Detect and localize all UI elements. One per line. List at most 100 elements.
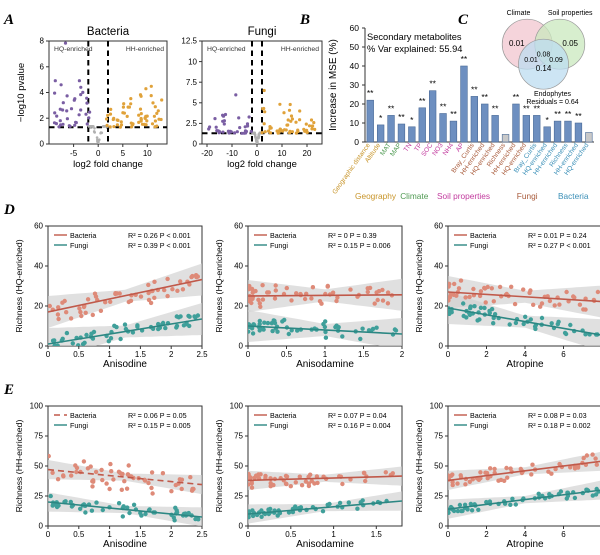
svg-text:R² = 0.16 P = 0.004: R² = 0.16 P = 0.004 <box>328 421 391 430</box>
svg-text:Anisodamine: Anisodamine <box>296 539 354 550</box>
svg-text:NO3: NO3 <box>431 142 445 157</box>
svg-text:20: 20 <box>434 302 443 311</box>
svg-text:5: 5 <box>121 149 126 158</box>
svg-text:100: 100 <box>30 402 44 411</box>
svg-text:**: ** <box>388 103 395 113</box>
svg-text:10: 10 <box>143 149 152 158</box>
svg-text:20: 20 <box>303 149 312 158</box>
svg-text:0: 0 <box>46 530 51 539</box>
svg-text:R² = 0.01 P = 0.24: R² = 0.01 P = 0.24 <box>528 231 587 240</box>
svg-text:Bacteria: Bacteria <box>270 231 296 240</box>
svg-text:2: 2 <box>400 350 405 359</box>
svg-text:% Var explained: 55.94: % Var explained: 55.94 <box>367 44 462 54</box>
svg-text:60: 60 <box>350 23 360 33</box>
svg-text:Bacteria: Bacteria <box>470 231 496 240</box>
svg-text:30: 30 <box>350 80 360 90</box>
svg-text:Bacteria: Bacteria <box>87 26 130 38</box>
svg-text:**: ** <box>461 54 468 64</box>
svg-text:25: 25 <box>234 492 243 501</box>
svg-text:0: 0 <box>246 530 251 539</box>
svg-text:0: 0 <box>239 342 244 351</box>
svg-text:50: 50 <box>234 462 243 471</box>
svg-text:R² = 0.07 P = 0.04: R² = 0.07 P = 0.04 <box>328 411 387 420</box>
svg-text:Soil properties: Soil properties <box>548 10 593 17</box>
svg-text:0: 0 <box>46 350 51 359</box>
svg-text:4: 4 <box>523 530 528 539</box>
svg-text:12.5: 12.5 <box>181 37 197 46</box>
svg-text:Soil properties: Soil properties <box>437 191 490 201</box>
svg-text:0.05: 0.05 <box>562 39 578 48</box>
svg-text:6: 6 <box>561 350 566 359</box>
svg-text:2.5: 2.5 <box>186 119 198 128</box>
svg-text:R² = 0.08 P = 0.03: R² = 0.08 P = 0.03 <box>528 411 587 420</box>
svg-text:Residuals = 0.64: Residuals = 0.64 <box>526 99 578 106</box>
svg-text:6: 6 <box>40 63 45 72</box>
svg-text:25: 25 <box>34 492 43 501</box>
svg-text:Richness (HQ-enriched): Richness (HQ-enriched) <box>214 239 224 332</box>
svg-text:Geography: Geography <box>355 191 397 201</box>
svg-text:Bacteria: Bacteria <box>70 231 96 240</box>
svg-text:7.5: 7.5 <box>186 78 198 87</box>
svg-text:-20: -20 <box>201 149 213 158</box>
svg-text:R² = 0.15 P = 0.005: R² = 0.15 P = 0.005 <box>128 421 191 430</box>
svg-text:1.5: 1.5 <box>358 350 370 359</box>
svg-text:0.5: 0.5 <box>281 350 293 359</box>
svg-text:**: ** <box>398 112 405 122</box>
svg-text:50: 50 <box>350 42 360 52</box>
svg-text:20: 20 <box>234 302 243 311</box>
svg-text:*: * <box>546 115 550 125</box>
svg-text:2.5: 2.5 <box>196 530 208 539</box>
svg-text:Bacteria: Bacteria <box>470 411 496 420</box>
svg-text:**: ** <box>554 109 561 119</box>
svg-text:HH-enriched: HH-enriched <box>281 46 319 53</box>
svg-text:0.01: 0.01 <box>524 57 538 64</box>
svg-text:75: 75 <box>34 432 43 441</box>
svg-text:Endophytes: Endophytes <box>534 91 571 98</box>
svg-text:Richness (HQ-enriched): Richness (HQ-enriched) <box>14 239 24 332</box>
svg-text:2: 2 <box>169 350 174 359</box>
svg-text:Richness (HH-enriched): Richness (HH-enriched) <box>214 420 224 513</box>
svg-text:R² = 0.27 P < 0.001: R² = 0.27 P < 0.001 <box>528 241 591 250</box>
svg-text:100: 100 <box>230 402 244 411</box>
svg-text:0: 0 <box>39 342 44 351</box>
svg-text:0: 0 <box>39 522 44 531</box>
svg-text:R² = 0.39 P < 0.001: R² = 0.39 P < 0.001 <box>128 241 191 250</box>
svg-text:100: 100 <box>430 402 444 411</box>
svg-text:HQ-enriched: HQ-enriched <box>54 46 93 53</box>
svg-text:1: 1 <box>107 350 112 359</box>
svg-text:Bacteria: Bacteria <box>558 191 589 201</box>
svg-text:**: ** <box>481 92 488 102</box>
svg-text:R² = 0 P = 0.39: R² = 0 P = 0.39 <box>328 231 377 240</box>
svg-text:0: 0 <box>193 140 198 149</box>
svg-text:Increase in MSE (%): Increase in MSE (%) <box>328 39 339 131</box>
svg-text:0: 0 <box>40 140 45 149</box>
svg-text:Anisodine: Anisodine <box>103 359 147 370</box>
svg-text:-5: -5 <box>70 149 78 158</box>
svg-text:R² = 0.26 P < 0.001: R² = 0.26 P < 0.001 <box>128 231 191 240</box>
svg-text:Secondary metabolites: Secondary metabolites <box>367 32 462 42</box>
svg-text:2: 2 <box>484 350 489 359</box>
svg-text:Fungi: Fungi <box>517 191 538 201</box>
svg-text:SOC: SOC <box>420 142 434 158</box>
svg-text:4: 4 <box>40 88 45 97</box>
svg-text:Fungi: Fungi <box>248 26 277 38</box>
svg-text:**: ** <box>450 109 457 119</box>
svg-text:0: 0 <box>439 342 444 351</box>
svg-text:1: 1 <box>107 530 112 539</box>
svg-text:*: * <box>379 113 383 123</box>
svg-text:Bacteria: Bacteria <box>270 411 296 420</box>
svg-text:0.01: 0.01 <box>509 39 525 48</box>
svg-text:HH-enriched: HH-enriched <box>126 46 164 53</box>
svg-text:Climate: Climate <box>400 191 429 201</box>
svg-text:0.5: 0.5 <box>73 530 85 539</box>
svg-text:Richness (HH-enriched): Richness (HH-enriched) <box>14 420 24 513</box>
svg-text:40: 40 <box>434 262 443 271</box>
svg-text:20: 20 <box>34 302 43 311</box>
svg-text:Fungi: Fungi <box>470 421 488 430</box>
svg-text:TN: TN <box>403 142 414 153</box>
svg-text:**: ** <box>367 88 374 98</box>
svg-text:2.5: 2.5 <box>196 350 208 359</box>
svg-text:Geographic distance: Geographic distance <box>331 142 372 196</box>
svg-text:20: 20 <box>350 99 360 109</box>
svg-text:5: 5 <box>193 99 198 108</box>
